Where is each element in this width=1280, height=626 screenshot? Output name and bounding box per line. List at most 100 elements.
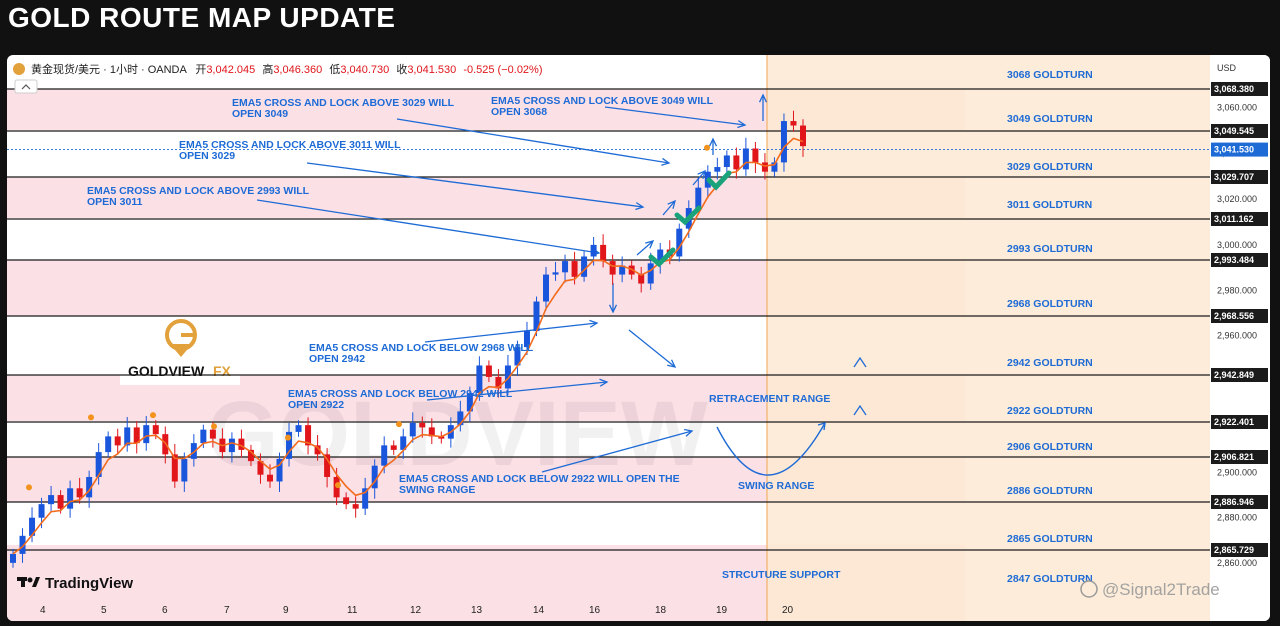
check-icon [706,170,732,191]
candle-body [533,301,540,332]
annotation-arrow [636,240,654,256]
candle-body [124,427,131,446]
annotation-line: OPEN 3029 [179,150,235,162]
candle-body [428,427,435,437]
candle-body [29,517,36,536]
tv-icon-stem [21,577,25,587]
structure-support-label: STRCUTURE SUPPORT [722,569,841,581]
open-label: 开 [195,64,206,76]
open-value: 3,042.045 [206,64,255,76]
date-tick: 5 [101,605,107,616]
candle-body [352,504,359,509]
candle-body [476,365,483,394]
candle-body [133,427,140,444]
check-icon [674,205,702,226]
weibo-icon [1080,580,1098,598]
swing-range-arc [716,422,826,476]
price-tick: 3,000.000 [1217,240,1257,250]
candle-body [457,411,464,426]
goldview-fx-text: FX [213,363,232,379]
symbol-name: 黄金现货/美元 · 1小时 · OANDA [31,62,188,76]
high-label: 高 [262,62,273,76]
zone-labels: 3068 GOLDTURN 3049 GOLDTURN 3029 GOLDTURN 3… [1007,69,1093,585]
candle-body [523,331,530,348]
candle-body [152,425,159,435]
annotation-arrow [426,381,608,401]
close-value: 3,041.530 [407,64,456,76]
price-tag [1211,450,1268,464]
zone-label: 2886 GOLDTURN [1007,485,1093,497]
candle-body [343,497,350,505]
currency-label: USD [1217,63,1237,73]
candle-body [514,347,521,366]
high-value: 3,046.360 [273,64,322,76]
signal-dot [704,144,710,151]
candle-body [609,261,616,275]
zone-label: 2968 GOLDTURN [1007,298,1093,310]
date-tick: 6 [162,605,168,616]
candle-body [752,148,759,163]
date-tick: 20 [782,605,794,616]
candle-body [143,425,150,444]
annotation-arrow [424,322,598,343]
date-tick: 12 [410,605,422,616]
change-value: -0.525 (−0.02%) [463,64,542,76]
arrowhead-icon [667,199,676,209]
annotation-line: SWING RANGE [399,484,475,496]
candle-body [400,436,407,450]
candle-body [57,495,64,509]
date-tick: 14 [533,605,545,616]
tv-icon-slash [32,577,40,587]
arrowhead-icon [661,157,671,166]
watermark-text: @Signal2Trade [1102,580,1220,599]
tv-icon-dot [27,577,33,583]
annotation-line: EMA5 CROSS AND LOCK BELOW 2942 WILL [288,388,513,400]
candle-body [247,449,254,462]
annotation-arrow [256,199,600,254]
collapse-button[interactable] [14,79,38,94]
signal-dot [26,484,32,491]
price-tag [1211,368,1268,382]
price-tag-text: 3,068.380 [1214,84,1254,94]
candle-body [723,155,730,168]
swing-range-label: SWING RANGE [738,480,814,492]
candle-body [105,436,112,453]
price-tag-text: 2,906.821 [1214,452,1254,462]
candle-body [48,495,55,505]
annotation-line: OPEN 2942 [309,353,365,365]
page-title: GOLD ROUTE MAP UPDATE [8,2,396,33]
symbol-bar: 黄金现货/美元 · 1小时 · OANDA 开3,042.045 高3,046.… [13,62,543,94]
current-price-tag [1211,142,1268,157]
price-tag [1211,309,1268,323]
candle-body [714,167,721,172]
close-label: 收 [396,62,407,76]
price-tick: 2,880.000 [1217,513,1257,523]
candle-body [324,454,331,477]
annotation-line: EMA5 CROSS AND LOCK BELOW 2922 WILL OPEN… [399,473,680,485]
price-tag-text: 2,968.556 [1214,311,1254,321]
candle-body [19,535,26,554]
price-tick: 2,900.000 [1217,467,1257,477]
check-marks [648,170,732,268]
small-up-arrows [853,356,867,416]
candle-body [761,162,768,172]
candle-body [314,445,321,455]
zone-label: 2865 GOLDTURN [1007,533,1093,545]
price-tag [1211,543,1268,557]
price-tag [1211,415,1268,429]
candle-body [305,425,312,446]
price-tag [1211,212,1268,226]
current-price-text: 3,041.530 [1214,145,1254,155]
candle-body [695,187,702,209]
price-tag-text: 2,993.484 [1214,255,1254,265]
price-tick: 3,020.000 [1217,194,1257,204]
goldview-text: GOLDVIEW [128,363,205,379]
candle-body [362,488,369,509]
price-tick: 2,860.000 [1217,558,1257,568]
candle-body [742,148,749,170]
zone-label: 2922 GOLDTURN [1007,405,1093,417]
annotation-line: EMA5 CROSS AND LOCK ABOVE 3011 WILL [179,139,401,151]
chart-frame: GOLDVIEW GOLDVIEW FX EMA5 CROSS AND LOCK… [7,55,1270,621]
candle-body [800,125,806,147]
price-labels: 3,068.380 3,049.545 3,029.707 3,011.162 2,99… [1211,82,1268,557]
